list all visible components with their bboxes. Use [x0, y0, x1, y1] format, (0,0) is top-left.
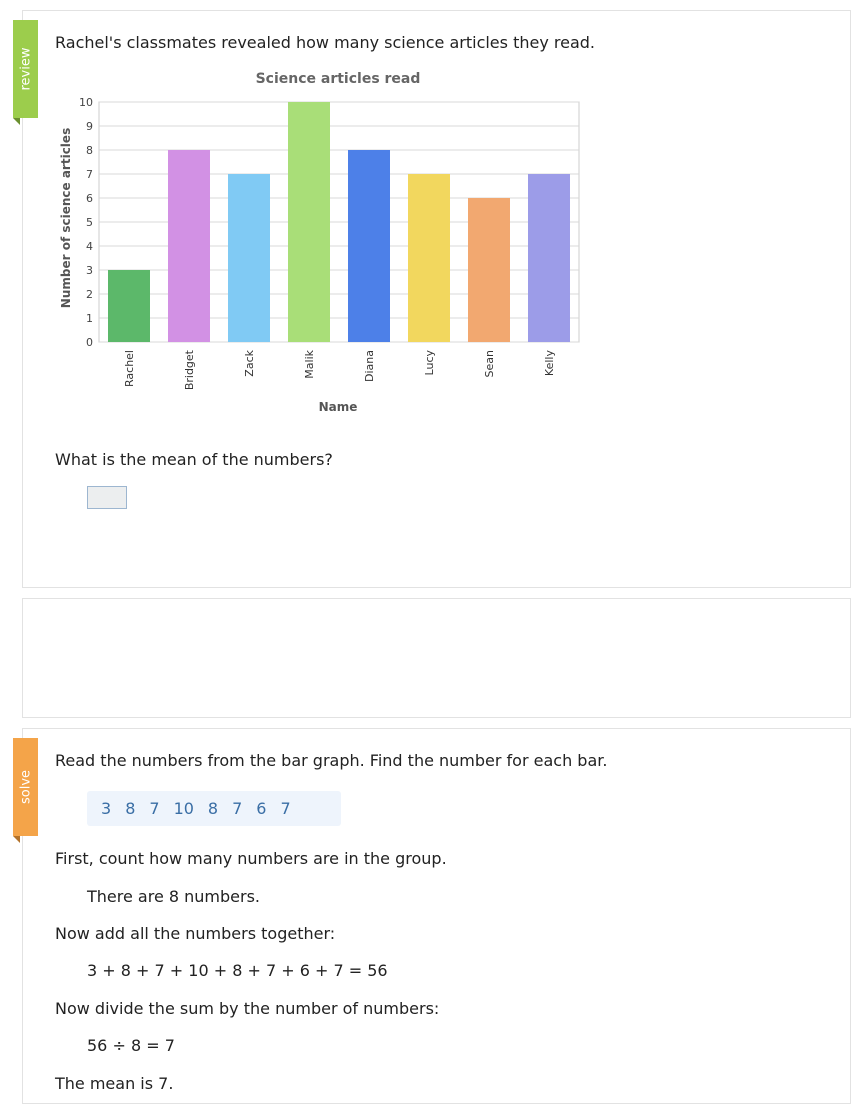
y-tick-label: 10	[79, 96, 93, 109]
number-item: 8	[207, 799, 219, 818]
x-tick-label: Lucy	[423, 350, 436, 376]
chart-title: Science articles read	[256, 71, 421, 87]
x-tick-label: Diana	[363, 350, 376, 382]
sum-equation: 3 + 8 + 7 + 10 + 8 + 7 + 6 + 7 = 56	[87, 961, 388, 980]
number-item: 6	[256, 799, 267, 818]
y-tick-label: 6	[86, 192, 93, 205]
bar-malik	[288, 102, 330, 342]
solve-label: solve	[18, 769, 33, 805]
bar-lucy	[408, 174, 450, 342]
review-ribbon: review	[13, 20, 38, 125]
y-tick-label: 1	[86, 312, 93, 325]
count-result: There are 8 numbers.	[87, 887, 261, 906]
y-tick-label: 5	[86, 216, 93, 229]
solution-step-count: First, count how many numbers are in the…	[55, 849, 447, 868]
number-item: 3	[101, 799, 112, 818]
number-item: 10	[173, 799, 194, 818]
ribbon-fold	[13, 118, 20, 125]
mean-conclusion: The mean is 7.	[55, 1074, 174, 1093]
y-tick-label: 3	[86, 264, 93, 277]
solve-card	[22, 728, 851, 1104]
bar-rachel	[108, 270, 150, 342]
mean-prompt: What is the mean of the numbers?	[55, 450, 333, 469]
answer-input[interactable]	[87, 486, 127, 509]
x-tick-label: Sean	[483, 350, 496, 377]
x-tick-label: Bridget	[183, 349, 196, 390]
number-item: 7	[280, 799, 291, 818]
y-tick-label: 2	[86, 288, 93, 301]
x-axis-ticks: Rachel Bridget Zack Malik Diana Lucy Sean Kelly	[123, 349, 556, 390]
solution-step-divide: Now divide the sum by the number of numb…	[55, 999, 440, 1018]
x-tick-label: Kelly	[543, 350, 556, 377]
ribbon-fold	[13, 836, 20, 843]
x-tick-label: Zack	[243, 349, 256, 376]
number-item: 8	[125, 799, 136, 818]
number-item: 7	[232, 799, 243, 818]
bar-diana	[348, 150, 390, 342]
y-tick-label: 0	[86, 336, 93, 349]
solve-ribbon: solve	[13, 738, 38, 843]
x-tick-label: Malik	[303, 349, 316, 378]
bar-chart: Science articles read 0 1 2 3 4 5 6 7 8 9 10 Rache…	[59, 71, 580, 414]
x-axis-label: Name	[319, 400, 358, 414]
y-tick-label: 4	[86, 240, 93, 253]
y-tick-label: 8	[86, 144, 93, 157]
y-tick-label: 9	[86, 120, 93, 133]
solution-step-add: Now add all the numbers together:	[55, 924, 336, 943]
y-tick-label: 7	[86, 168, 93, 181]
blank-card	[22, 598, 851, 718]
bar-kelly	[528, 174, 570, 342]
number-item: 7	[149, 799, 160, 818]
bar-bridget	[168, 150, 210, 342]
solution-step-read: Read the numbers from the bar graph. Fin…	[55, 751, 608, 770]
question-text: Rachel's classmates revealed how many sc…	[55, 33, 595, 52]
numbers-list: 3 8 7 10 8 7 6 7	[87, 791, 341, 826]
bar-zack	[228, 174, 270, 342]
y-axis-label: Number of science articles	[59, 128, 73, 308]
x-tick-label: Rachel	[123, 350, 136, 387]
y-axis-ticks: 0 1 2 3 4 5 6 7 8 9 10	[79, 96, 93, 349]
bar-sean	[468, 198, 510, 342]
chart-bars	[108, 102, 570, 342]
review-label: review	[18, 47, 33, 91]
divide-equation: 56 ÷ 8 = 7	[87, 1036, 175, 1055]
